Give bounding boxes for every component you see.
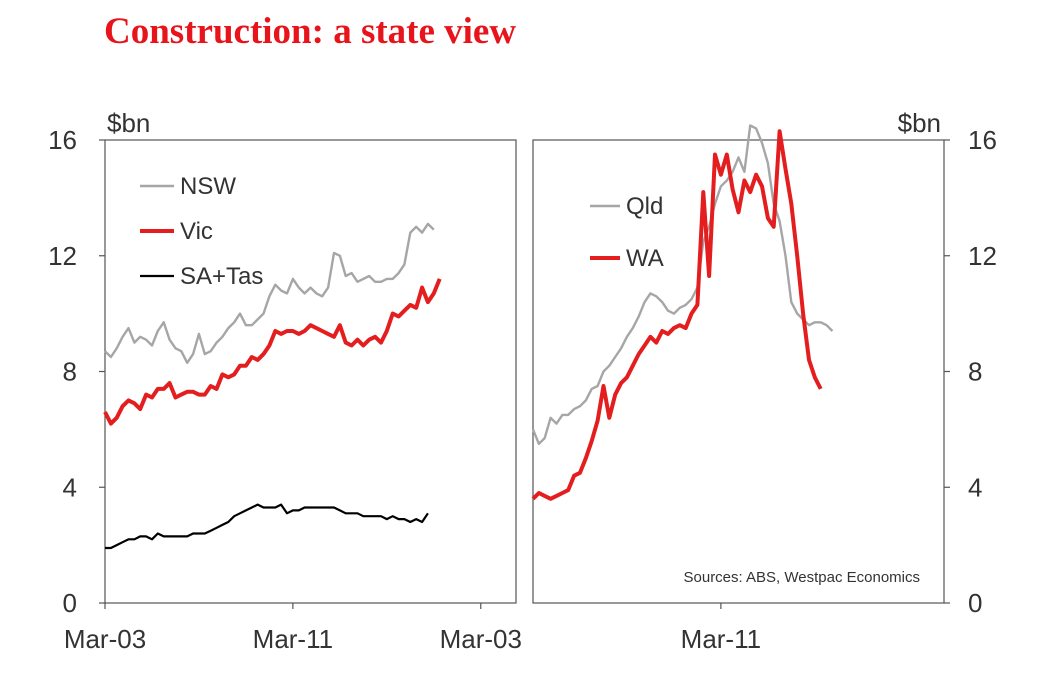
series-line-nsw: [104, 222, 435, 364]
right-legend: Qld WA: [590, 193, 664, 272]
x-tick-label: Mar-11: [681, 624, 761, 654]
series-line-sa-tas: [105, 503, 429, 550]
legend-label: Qld: [626, 193, 663, 220]
series-line-vic: [103, 278, 442, 426]
y-tick-label: 12: [48, 241, 77, 271]
left-y-axis-unit: $bn: [107, 108, 150, 138]
y-tick-label: 8: [968, 357, 982, 387]
left-plot-frame: [104, 139, 517, 604]
legend-label: Vic: [180, 218, 213, 245]
left-x-ticks: Mar-03 Mar-11 Mar-03: [64, 603, 522, 654]
right-x-ticks: Mar-11: [681, 603, 761, 654]
right-chart: $bn 0 4 8 12 16 Mar-11 Qld WA Sources: ABS, W…: [531, 108, 997, 654]
y-tick-label: 16: [48, 125, 77, 155]
right-y-ticks: 0 4 8 12 16: [944, 125, 997, 618]
left-y-ticks: 0 4 8 12 16: [48, 125, 105, 618]
legend-label: SA+Tas: [180, 263, 263, 290]
right-series-group: [531, 124, 834, 501]
y-tick-label: 0: [968, 588, 982, 618]
right-y-axis-unit: $bn: [898, 108, 941, 138]
left-series-group: [103, 222, 442, 550]
x-tick-label: Mar-03: [440, 624, 522, 654]
y-tick-label: 0: [63, 588, 77, 618]
series-line-qld: [531, 124, 834, 445]
x-tick-label: Mar-03: [64, 624, 146, 654]
y-tick-label: 16: [968, 125, 997, 155]
y-tick-label: 12: [968, 241, 997, 271]
legend-label: WA: [626, 245, 664, 272]
y-tick-label: 4: [63, 472, 77, 502]
slide-title: Construction: a state view: [104, 11, 517, 52]
legend-label: NSW: [180, 173, 236, 200]
left-chart: $bn 0 4 8 12 16 Mar-03 Mar-11 Mar-03 NSW Vic SA+…: [48, 108, 522, 654]
left-legend: NSW Vic SA+Tas: [140, 173, 263, 290]
sources-annotation: Sources: ABS, Westpac Economics: [684, 569, 921, 586]
y-tick-label: 8: [63, 357, 77, 387]
y-tick-label: 4: [968, 472, 982, 502]
x-tick-label: Mar-11: [253, 624, 333, 654]
series-line-wa: [531, 129, 823, 501]
